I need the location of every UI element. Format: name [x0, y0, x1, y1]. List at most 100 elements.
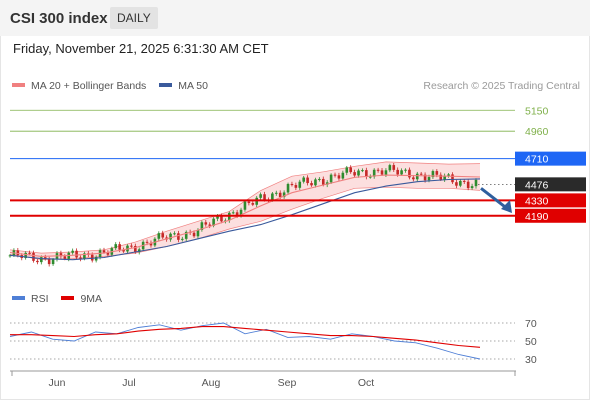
- candle-body: [408, 169, 411, 178]
- rsi-ma-line: [10, 326, 481, 348]
- candle-body: [161, 233, 165, 238]
- candle-body: [149, 242, 153, 246]
- candle-body: [466, 181, 470, 189]
- candle-body: [235, 212, 239, 216]
- candle-body: [337, 175, 341, 179]
- candle-body: [435, 171, 439, 175]
- candle-body: [361, 170, 364, 172]
- candle-body: [396, 169, 399, 175]
- x-tick-label-aug: Aug: [202, 377, 221, 389]
- candle-body: [239, 209, 243, 216]
- candle-body: [274, 192, 278, 194]
- candle-body: [134, 246, 137, 253]
- candle-body: [75, 250, 78, 258]
- candle-body: [333, 174, 337, 176]
- candle-body: [169, 233, 172, 240]
- legend-item-9ma: 9MA: [61, 293, 102, 305]
- support-tag-4190: [515, 208, 586, 223]
- candle-body: [455, 182, 458, 186]
- candle-body: [114, 244, 118, 249]
- candle-body: [83, 253, 86, 259]
- candle-body: [321, 178, 325, 185]
- candle-body: [290, 183, 294, 186]
- candle-body: [90, 254, 94, 261]
- candle-body: [294, 185, 298, 188]
- candle-body: [231, 212, 235, 214]
- candle-body: [431, 171, 435, 178]
- candle-body: [263, 194, 266, 200]
- candle-body: [400, 170, 403, 175]
- candle-body: [247, 201, 251, 204]
- candle-body: [388, 165, 392, 171]
- ma50-line: [9, 178, 481, 261]
- candle-body: [106, 252, 110, 255]
- candle-body: [451, 174, 454, 183]
- candle-body: [349, 167, 352, 173]
- candle-body: [130, 245, 133, 247]
- forecast-arrow-shaft: [480, 187, 509, 211]
- candle-body: [71, 250, 74, 253]
- x-tick-label-jul: Jul: [122, 377, 135, 389]
- candle-body: [365, 170, 368, 177]
- candle-body: [173, 233, 176, 235]
- chart-header: CSI 300 index DAILY: [0, 0, 590, 36]
- candle-body: [298, 181, 302, 188]
- candle-body: [192, 232, 196, 237]
- candle-body: [357, 170, 360, 176]
- support-label-4190: 4190: [525, 211, 549, 223]
- candle-body: [24, 252, 27, 259]
- x-tick-label-jun: Jun: [49, 377, 66, 389]
- candle-body: [427, 177, 431, 181]
- candle-body: [181, 238, 184, 240]
- rsi-tick-label-50: 50: [525, 336, 537, 348]
- candle-body: [204, 222, 208, 225]
- candle-body: [306, 177, 309, 184]
- candle-body: [376, 169, 380, 171]
- support-label-4330: 4330: [525, 195, 549, 207]
- chart-title: CSI 300 index: [10, 10, 108, 27]
- pivot-label-4710: 4710: [525, 154, 549, 166]
- candle-body: [251, 203, 255, 205]
- candle-body: [16, 250, 20, 256]
- candle-body: [384, 170, 388, 175]
- rsi-swatch: [12, 296, 25, 301]
- candle-body: [353, 172, 356, 176]
- ma20-swatch: [12, 83, 25, 88]
- candle-body: [94, 257, 98, 261]
- candle-body: [177, 233, 180, 240]
- candle-body: [286, 183, 290, 193]
- timestamp: Friday, November 21, 2025 6:31:30 AM CET: [13, 41, 269, 56]
- ma50-swatch: [159, 83, 173, 88]
- rsi-tick-label-70: 70: [525, 318, 537, 330]
- candle-body: [59, 253, 63, 257]
- candle-body: [392, 165, 396, 170]
- candle-body: [282, 192, 286, 198]
- forecast-arrow-head: [501, 200, 512, 214]
- candle-body: [122, 249, 125, 252]
- target-label-4960: 4960: [525, 126, 549, 138]
- credit-text: Research © 2025 Trading Central: [423, 80, 580, 92]
- candle-body: [196, 229, 200, 237]
- pivot-tag-4710: [515, 151, 586, 166]
- candle-body: [302, 177, 305, 182]
- price-legend: MA 20 + Bollinger Bands MA 50: [12, 80, 218, 92]
- legend-item-ma50: MA 50: [159, 80, 208, 92]
- legend-label-ma20: MA 20 + Bollinger Bands: [31, 80, 147, 92]
- candle-body: [220, 215, 223, 222]
- candle-body: [314, 179, 317, 186]
- candle-body: [474, 179, 478, 187]
- candle-body: [345, 167, 349, 173]
- candle-body: [145, 241, 149, 243]
- candle-body: [271, 193, 274, 201]
- target-label-5150: 5150: [525, 105, 549, 117]
- candle-body: [404, 169, 407, 171]
- candle-body: [51, 259, 55, 265]
- candle-body: [259, 194, 262, 198]
- candle-body: [368, 176, 372, 178]
- candle-body: [200, 222, 204, 230]
- candle-body: [462, 180, 466, 182]
- period-button[interactable]: DAILY: [110, 7, 158, 29]
- candle-body: [412, 177, 415, 180]
- candle-body: [459, 180, 462, 186]
